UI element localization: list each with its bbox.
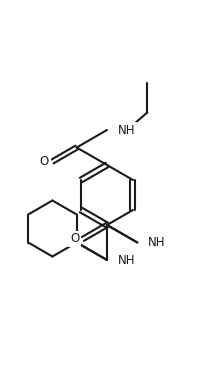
Text: O: O [40,155,49,168]
Text: NH: NH [148,236,166,249]
Text: O: O [70,232,79,245]
Text: NH: NH [118,254,135,266]
Text: NH: NH [118,124,135,137]
